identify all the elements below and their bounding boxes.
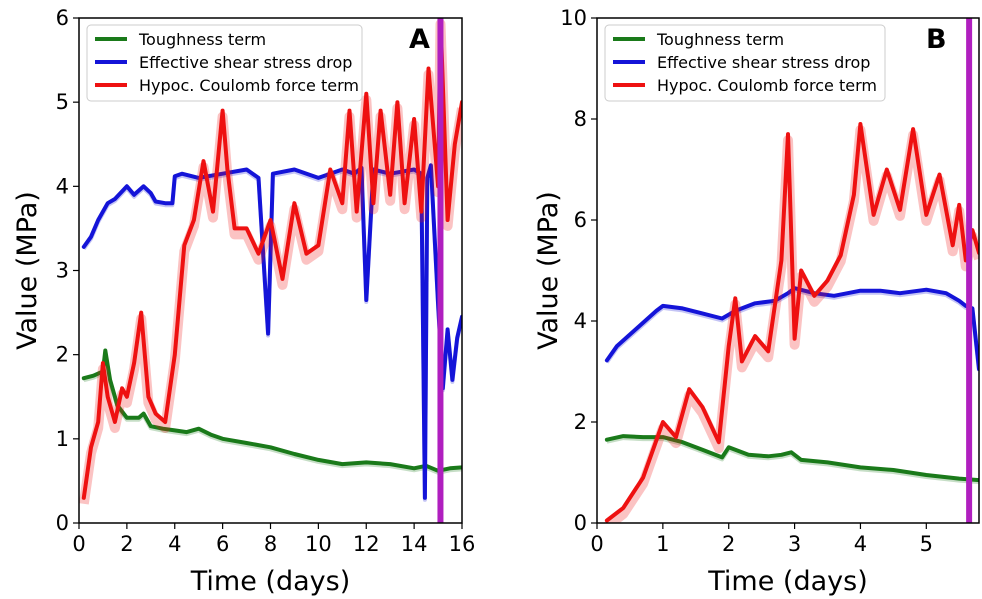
legend-label-3: Hypoc. Coulomb force term <box>139 76 359 95</box>
y-tick-label: 0 <box>56 511 69 535</box>
series-line-1 <box>81 348 462 473</box>
y-tick-label: 0 <box>574 511 587 535</box>
legend-label-1: Toughness term <box>656 30 784 49</box>
x-tick-label: 0 <box>72 532 85 556</box>
y-tick-label: 8 <box>574 107 587 131</box>
legend-box <box>86 24 363 102</box>
x-tick-label: 12 <box>353 532 380 556</box>
legend-box <box>604 24 886 102</box>
panel-letter: A <box>409 24 430 55</box>
y-tick-label: 10 <box>560 6 587 30</box>
x-tick-label: 6 <box>216 532 229 556</box>
x-tick-label: 8 <box>264 532 277 556</box>
x-tick-label: 1 <box>656 532 669 556</box>
series-line-3 <box>604 122 979 523</box>
x-tick-label: 5 <box>920 532 933 556</box>
x-tick-label: 14 <box>401 532 428 556</box>
y-tick-label: 1 <box>56 427 69 451</box>
y-tick-label: 3 <box>56 259 69 283</box>
series-line-3 <box>81 18 462 500</box>
x-tick-label: 3 <box>788 532 801 556</box>
x-axis-title: Time (days) <box>707 566 867 597</box>
x-tick-label: 2 <box>120 532 133 556</box>
y-tick-label: 2 <box>56 343 69 367</box>
y-axis-title: Value (MPa) <box>12 191 43 350</box>
legend: Toughness term Effective shear stress dro… <box>86 24 363 102</box>
x-tick-label: 16 <box>449 532 476 556</box>
legend-label-3: Hypoc. Coulomb force term <box>657 76 877 95</box>
legend-label-1: Toughness term <box>138 30 266 49</box>
x-tick-label: 4 <box>168 532 181 556</box>
x-tick-label: 4 <box>854 532 867 556</box>
plot-frame <box>596 17 980 524</box>
plot-area <box>79 18 462 523</box>
series-band-1 <box>83 350 462 475</box>
x-axis-title: Time (days) <box>190 566 350 597</box>
y-tick-label: 5 <box>56 90 69 114</box>
y-tick-label: 6 <box>574 208 587 232</box>
plot-area <box>603 18 979 523</box>
series-line-1 <box>604 434 979 483</box>
panel-letter: B <box>926 24 947 55</box>
legend-label-2: Effective shear stress drop <box>139 53 352 72</box>
x-tick-label: 10 <box>305 532 332 556</box>
y-axis-title: Value (MPa) <box>533 191 564 350</box>
y-tick-label: 4 <box>574 309 587 333</box>
y-tick-label: 4 <box>56 174 69 198</box>
x-tick-label: 0 <box>590 532 603 556</box>
series-line-2 <box>81 163 462 500</box>
legend-label-2: Effective shear stress drop <box>657 53 870 72</box>
y-tick-label: 2 <box>574 410 587 434</box>
panel-b: 0 1 2 3 4 5 0 2 4 6 8 10 Time (days) Value (MPa) B Toug… <box>533 6 980 597</box>
y-tick-label: 6 <box>56 6 69 30</box>
legend: Toughness term Effective shear stress dro… <box>604 24 886 102</box>
x-tick-label: 2 <box>722 532 735 556</box>
